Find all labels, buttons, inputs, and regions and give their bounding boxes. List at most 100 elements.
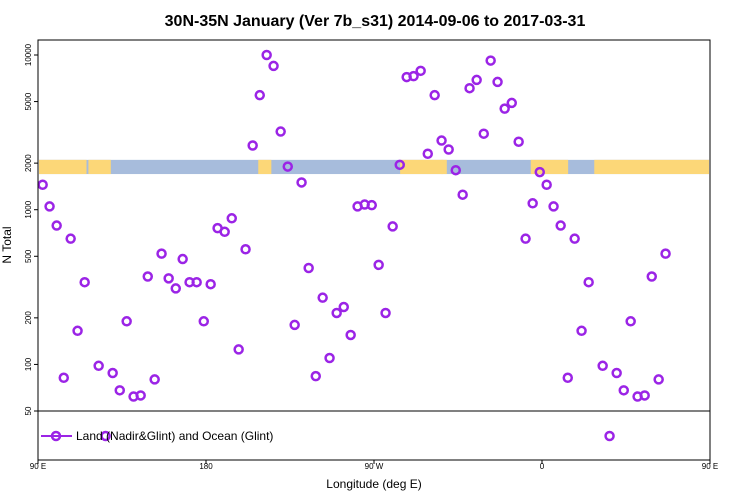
data-point (303, 262, 314, 274)
data-point (191, 276, 202, 288)
data-point (520, 233, 531, 244)
data-point (317, 292, 328, 303)
data-point (639, 390, 650, 401)
data-point (478, 128, 490, 139)
data-point (366, 199, 378, 211)
data-point (415, 65, 426, 77)
data-point (331, 307, 342, 319)
x-tick-label: 90 E (702, 462, 718, 471)
data-point (107, 367, 118, 379)
data-point (338, 301, 350, 313)
x-tick-label: 0 (540, 462, 545, 471)
data-point (646, 271, 658, 282)
y-tick-label: 10000 (24, 43, 33, 66)
data-point (394, 159, 406, 171)
y-axis-ticks: 50 100 200 500 1000 2000 5000 10000 (24, 43, 38, 415)
data-point (58, 372, 70, 384)
data-point (527, 198, 538, 209)
data-points (37, 49, 671, 442)
data-point (373, 259, 384, 271)
data-point (513, 136, 524, 147)
data-point (485, 55, 496, 66)
data-point (65, 233, 76, 244)
data-point (457, 189, 468, 200)
data-point (121, 316, 132, 327)
data-point (142, 271, 154, 282)
y-tick-label: 200 (24, 311, 33, 325)
data-point (261, 49, 272, 61)
data-point (464, 82, 475, 94)
data-point (282, 161, 294, 172)
data-point (380, 307, 391, 319)
data-point (289, 319, 300, 331)
data-point (429, 89, 440, 101)
land-segment (88, 159, 111, 175)
data-point (177, 253, 188, 265)
data-point (240, 244, 251, 255)
data-point (324, 352, 335, 364)
data-point (660, 248, 671, 259)
data-point (345, 329, 356, 341)
land-segment (530, 159, 569, 175)
data-point (100, 430, 111, 442)
data-point (387, 221, 398, 232)
data-point (205, 278, 216, 290)
data-point (611, 367, 622, 379)
data-point (114, 385, 126, 396)
land-segment (400, 159, 444, 175)
y-axis-label: N Total (0, 226, 14, 263)
data-point (471, 74, 482, 86)
data-point (149, 374, 160, 385)
data-point (597, 360, 608, 372)
data-point (226, 213, 238, 224)
data-point (44, 201, 55, 212)
data-point (443, 144, 454, 155)
x-axis-label: Longitude (deg E) (326, 477, 421, 491)
y-tick-label: 100 (24, 357, 33, 371)
data-point (79, 276, 90, 288)
data-point (37, 179, 48, 190)
data-point (135, 390, 146, 401)
y-tick-label: 5000 (24, 92, 33, 110)
data-point (625, 316, 636, 327)
y-tick-label: 50 (24, 406, 33, 415)
legend: Land (Nadir&Glint) and Ocean (Glint) (41, 429, 273, 443)
chart-title: 30N-35N January (Ver 7b_s31) 2014-09-06 … (165, 13, 586, 30)
x-tick-label: 90 E (30, 462, 46, 471)
data-point (408, 70, 419, 82)
data-point (93, 360, 104, 372)
data-point (555, 220, 566, 231)
data-point (219, 226, 230, 238)
data-point (247, 140, 258, 151)
data-point (268, 60, 279, 72)
y-tick-label: 2000 (24, 154, 33, 172)
land-segment (594, 159, 709, 175)
data-point (156, 248, 167, 259)
x-tick-label: 90 W (365, 462, 384, 471)
land-segment (441, 159, 447, 175)
data-point (170, 283, 182, 294)
data-point (618, 385, 630, 396)
data-point (163, 273, 174, 284)
data-point (548, 201, 559, 212)
land-segment (39, 159, 87, 175)
x-axis-ticks: 90 E 180 90 W 0 90 E (30, 460, 718, 471)
data-point (562, 372, 574, 384)
data-point (541, 179, 552, 190)
land-segment (258, 159, 272, 175)
legend-marker (50, 430, 62, 442)
data-point (275, 126, 286, 137)
data-point (604, 430, 615, 442)
data-point (254, 89, 266, 101)
data-point (72, 325, 83, 337)
data-point (450, 164, 462, 176)
data-point (569, 233, 580, 244)
data-point (296, 177, 307, 188)
data-point (198, 316, 210, 327)
data-point (310, 370, 322, 382)
data-point (506, 97, 518, 109)
data-point (422, 148, 434, 159)
data-point (653, 374, 664, 385)
data-point (51, 220, 62, 231)
